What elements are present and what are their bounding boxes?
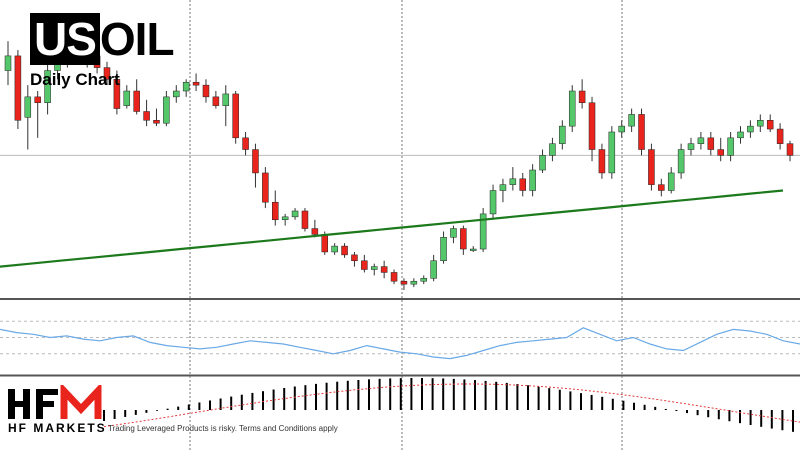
brand-name: HF MARKETS — [8, 421, 107, 435]
chart-subtitle: Daily Chart — [30, 70, 120, 89]
candle-body — [331, 245, 338, 253]
candle-body — [24, 96, 32, 118]
candle-body — [766, 120, 774, 130]
candle-body — [281, 216, 289, 221]
candle-body — [380, 266, 388, 273]
candle-body — [776, 128, 784, 144]
candle-body — [400, 280, 408, 285]
candle-body — [707, 137, 715, 150]
candle-body — [410, 280, 418, 285]
title-suffix: OIL — [99, 13, 175, 65]
candle-body — [450, 228, 457, 238]
candle-body — [262, 172, 269, 203]
candle-body — [113, 79, 121, 109]
rsi-line — [0, 327, 800, 360]
candle-body — [390, 272, 398, 282]
candle-body — [529, 169, 536, 191]
candle-body — [361, 260, 368, 270]
candle-body — [202, 84, 210, 98]
candle-body — [559, 125, 566, 144]
candle-body — [163, 96, 170, 124]
candle-body — [351, 254, 358, 261]
candle-body — [628, 114, 635, 127]
moving-average-line — [0, 189, 784, 268]
candle-body — [430, 260, 437, 279]
candle-body — [460, 228, 467, 250]
title-prefix: US — [30, 13, 100, 65]
candle-body — [301, 210, 309, 229]
candle-body — [519, 178, 526, 191]
candle-body — [727, 137, 734, 156]
candle-body — [578, 90, 586, 103]
candle-body — [757, 120, 764, 127]
candle-body — [786, 143, 794, 156]
candle-body — [123, 90, 131, 106]
candle-body — [242, 137, 249, 150]
candle-body — [598, 149, 606, 174]
candle-body — [34, 96, 41, 103]
candle-body — [588, 102, 596, 150]
candle-body — [499, 184, 507, 191]
candle-body — [638, 114, 645, 150]
candle-body — [321, 234, 329, 253]
candle-body — [608, 131, 616, 174]
candle-body — [232, 93, 239, 139]
candle-body — [311, 228, 319, 235]
candle-body — [658, 184, 665, 191]
candle-body — [252, 149, 259, 174]
candle-body — [291, 210, 299, 218]
candle-body — [103, 67, 111, 80]
candle-body — [747, 125, 754, 133]
candle-body — [182, 81, 190, 92]
candle-body — [133, 90, 140, 112]
candle-body — [717, 149, 724, 156]
candle-body — [192, 81, 200, 86]
candle-body — [687, 143, 695, 150]
candle-body — [737, 131, 744, 139]
candle-body — [4, 55, 12, 71]
candle-body — [44, 70, 51, 103]
candle-body — [568, 90, 576, 127]
candle-body — [509, 178, 517, 185]
candle-body — [371, 266, 378, 270]
candle-body — [549, 143, 556, 156]
candle-body — [420, 278, 427, 282]
candle-body — [648, 149, 655, 185]
candle-body — [469, 248, 477, 251]
macd-signal-line — [103, 383, 800, 428]
candle-body — [539, 155, 546, 171]
candle-body — [677, 149, 685, 174]
candle-body — [489, 190, 497, 215]
disclaimer-text: Trading Leveraged Products is risky. Ter… — [108, 424, 338, 433]
candle-body — [153, 120, 160, 124]
candle-body — [14, 55, 22, 121]
candle-body — [272, 201, 279, 221]
candle-body — [440, 237, 447, 261]
candle-body — [697, 137, 705, 144]
candle-body — [173, 90, 180, 98]
candle-body — [222, 93, 230, 106]
candle-body — [479, 213, 487, 250]
candle-body — [618, 125, 625, 133]
candle-body — [212, 96, 220, 106]
candle-body — [341, 245, 348, 256]
chart-title: US OIL — [30, 10, 175, 68]
candle-body — [667, 172, 675, 191]
candle-body — [143, 111, 150, 121]
hfm-logo-icon — [8, 385, 102, 419]
